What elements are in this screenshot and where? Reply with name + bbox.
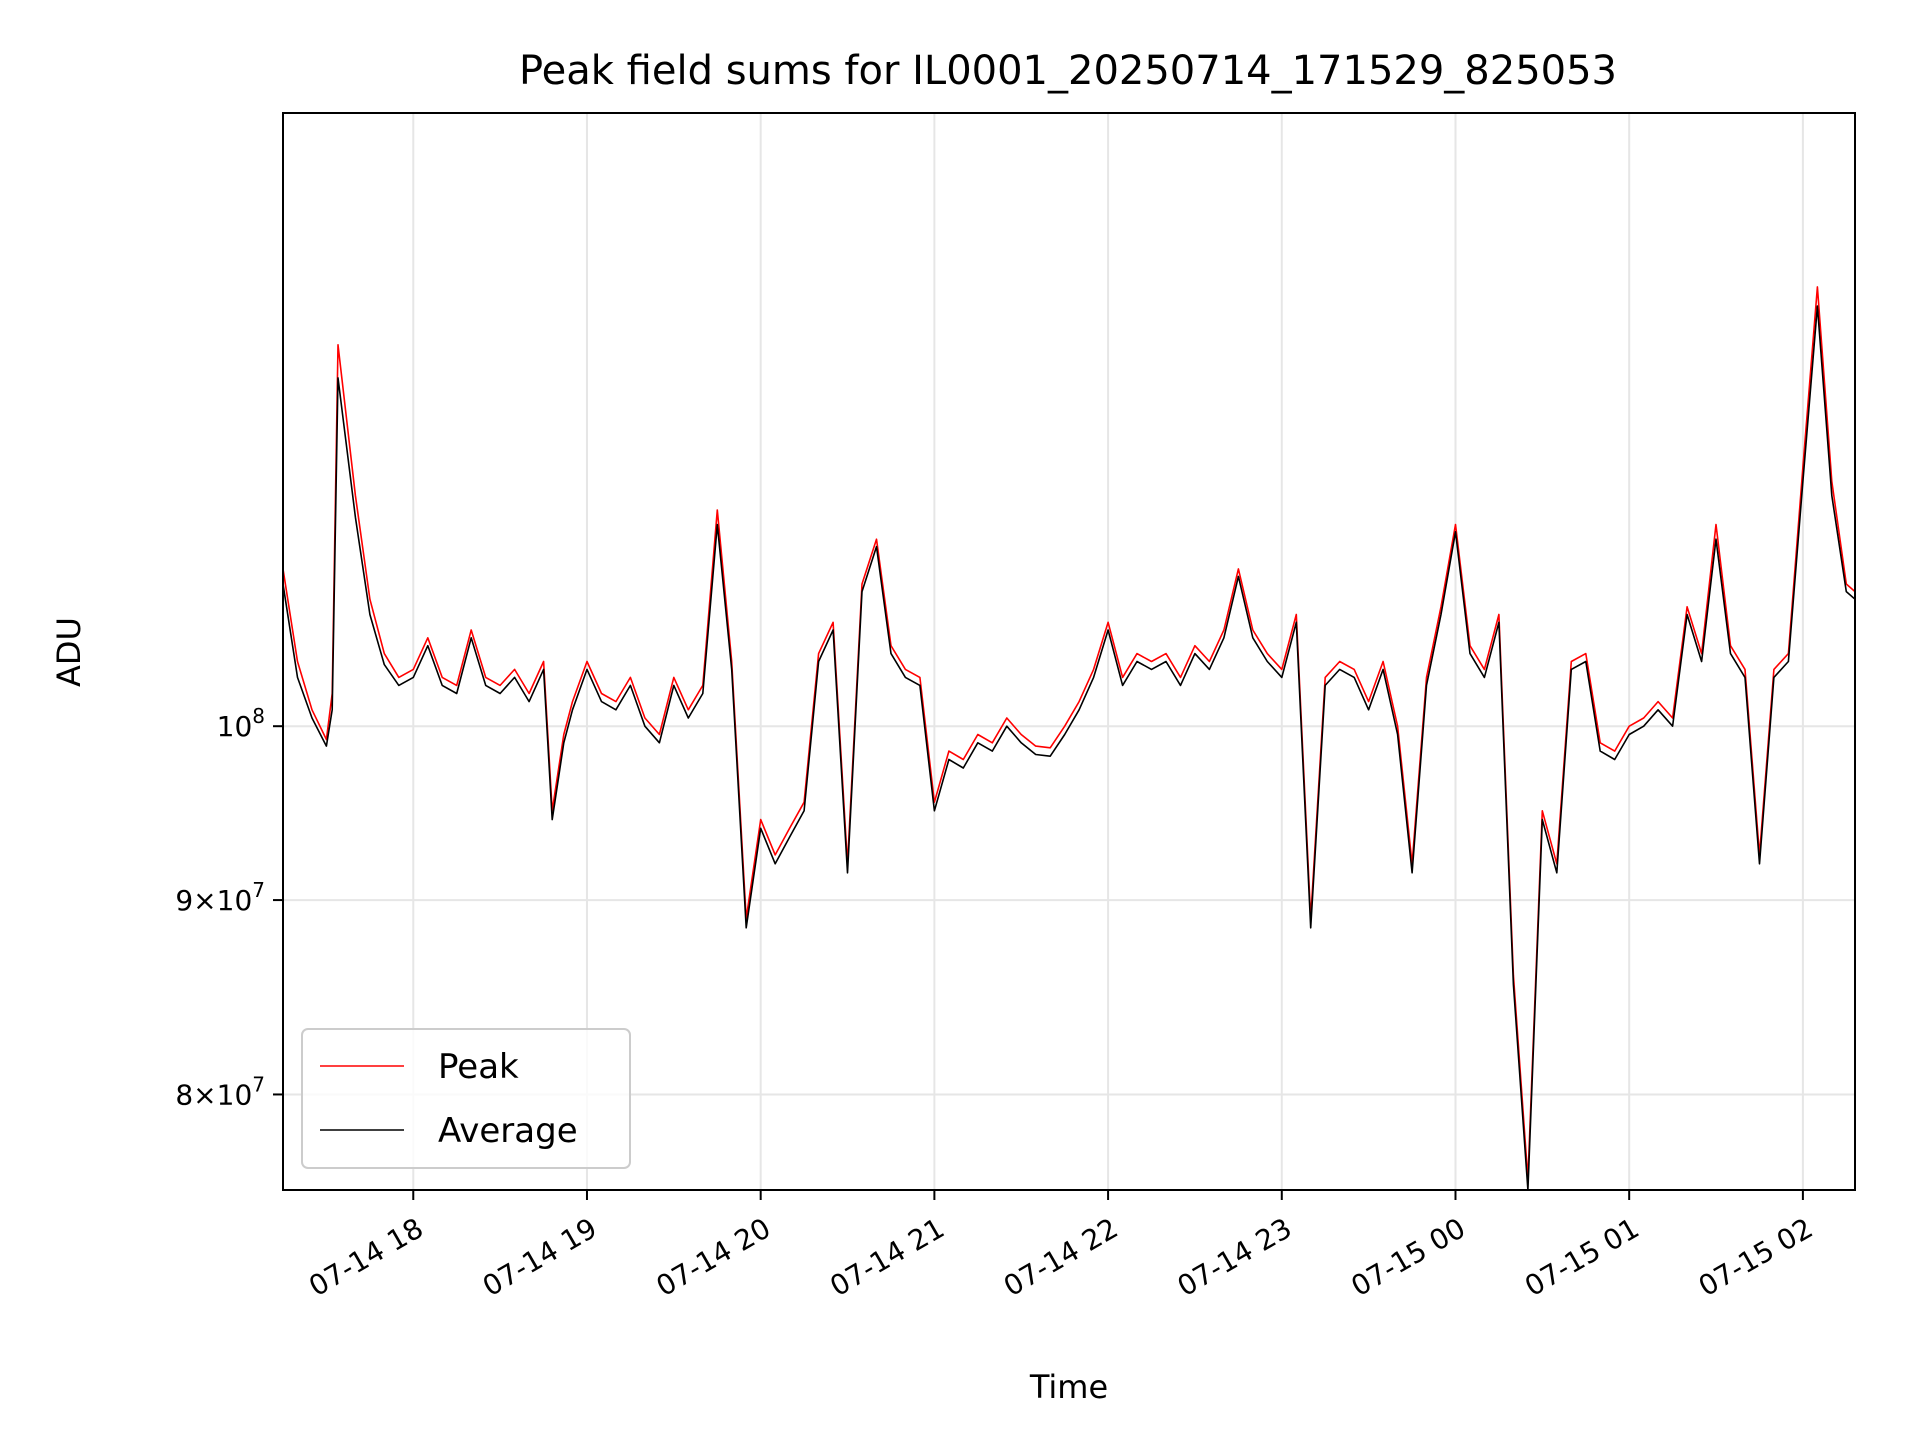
series-line-peak: [282, 286, 1856, 1180]
legend: Peak Average: [301, 1028, 631, 1169]
legend-box: [301, 1028, 631, 1169]
legend-label-peak: Peak: [438, 1047, 519, 1087]
y-ticks: 8×107 9×107 108: [175, 704, 283, 1111]
y-tick-label: 8×107: [175, 1072, 265, 1111]
x-axis-title: Time: [1029, 1368, 1108, 1406]
legend-label-average: Average: [438, 1111, 578, 1151]
x-grid: [412, 113, 1804, 1190]
series-line-average: [282, 305, 1856, 1191]
y-tick-label: 9×107: [175, 878, 265, 917]
chart-title: Peak field sums for IL0001_20250714_1715…: [519, 48, 1617, 94]
plot-lines: [282, 286, 1856, 1191]
plot-frame: [282, 112, 1856, 1191]
y-axis-title: ADU: [50, 617, 88, 687]
y-tick-label: 108: [217, 704, 265, 743]
